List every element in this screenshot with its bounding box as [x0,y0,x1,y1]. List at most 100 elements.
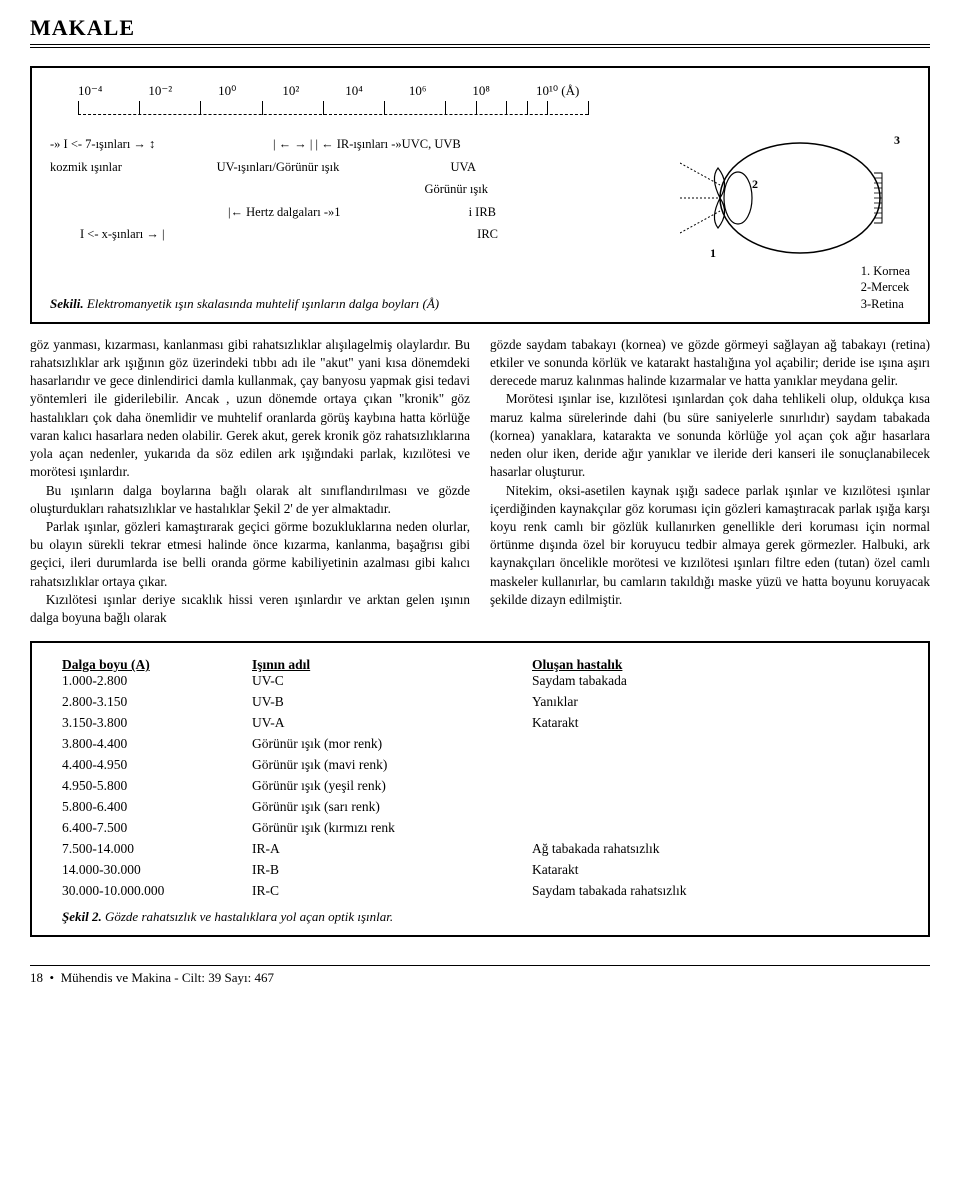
table-cell [532,799,908,815]
scale-val: 10¹⁰ (Å) [536,83,579,99]
table-cell: Saydam tabakada [532,673,908,689]
scale-tick [506,101,507,115]
figure-1-box: 10⁻⁴ 10⁻² 10⁰ 10² 10⁴ 10⁶ 10⁸ 10¹⁰ (Å) -… [30,66,930,324]
scale-tick [476,101,477,115]
table-cell [532,820,908,836]
page-title: MAKALE [30,15,930,41]
table-cell: IR-C [252,883,532,899]
table-cell: 4.950-5.800 [62,778,252,794]
scale-tick [139,101,140,115]
table-cell: 30.000-10.000.000 [62,883,252,899]
scale-tick [262,101,263,115]
scale-val: 10⁻⁴ [78,83,102,99]
uv-vis-label: UV-ışınları/Görünür ışık [188,156,368,179]
scale-val: 10⁰ [218,83,236,99]
wavelength-table: Dalga boyu (A) Işının adıl Oluşan hastal… [62,657,908,673]
scale-val: 10² [282,83,299,99]
eye-diagram: 1 2 3 [680,133,910,263]
body-p2: Bu ışınların dalga boylarına bağlı olara… [30,482,470,518]
scale-tick [323,101,324,115]
scale-tick [445,101,446,115]
eye-num-2: 2 [752,177,758,192]
table-cell: UV-A [252,715,532,731]
figure-1-caption-text: Elektromanyetik ışın skalasında muhtelif… [87,296,439,311]
table-cell [532,778,908,794]
cosmic-label: kozmik ışınlar [50,156,180,179]
table-cell: 1.000-2.800 [62,673,252,689]
body-p4: Kızılötesi ışınlar deriye sıcaklık hissi… [30,591,470,627]
body-p5: gözde saydam tabakayı (kornea) ve gözde … [490,336,930,391]
table-cell: 5.800-6.400 [62,799,252,815]
table-cell: 6.400-7.500 [62,820,252,836]
scale-tick [527,101,528,115]
table-cell: Görünür ışık (kırmızı renk [252,820,532,836]
footer-journal: Mühendis ve Makina - Cilt: 39 Sayı: 467 [61,970,274,985]
eye-legend-3: 3-Retina [861,296,910,312]
scale-tick [547,101,548,115]
uva-label: UVA [376,156,476,179]
eye-num-3: 3 [894,133,900,148]
table-cell: 7.500-14.000 [62,841,252,857]
gamma-label: -» I <- 7-ışınları → ↕ [50,133,265,156]
table-cell: IR-B [252,862,532,878]
scale-tick [78,101,79,115]
ir-label: | ← → | | ← IR-ışınları -»UVC, UVB [273,133,493,156]
page-header: MAKALE [30,15,930,48]
scale-tick-row [78,105,588,115]
table-cell: 2.800-3.150 [62,694,252,710]
table-cell: Görünür ışık (sarı renk) [252,799,532,815]
figure-2-box: Dalga boyu (A) Işının adıl Oluşan hastal… [30,641,930,937]
table-cell: Yanıklar [532,694,908,710]
spectrum-area: -» I <- 7-ışınları → ↕ | ← → | | ← IR-ış… [50,133,910,263]
scale-values-row: 10⁻⁴ 10⁻² 10⁰ 10² 10⁴ 10⁶ 10⁸ 10¹⁰ (Å) [50,83,910,99]
table-cell: 3.150-3.800 [62,715,252,731]
table-cell: Görünür ışık (mavi renk) [252,757,532,773]
figure-1-caption-label: Sekili. [50,296,84,311]
table-cell: UV-B [252,694,532,710]
scale-tick [200,101,201,115]
footer-page: 18 [30,970,43,985]
table-cell: Görünür ışık (mor renk) [252,736,532,752]
table-cell: 4.400-4.950 [62,757,252,773]
table-cell: 3.800-4.400 [62,736,252,752]
table-hdr-2: Işının adıl [252,657,532,673]
scale-val: 10⁻² [148,83,172,99]
table-cell [532,736,908,752]
table-cell: 14.000-30.000 [62,862,252,878]
body-p1: göz yanması, kızarması, kanlanması gibi … [30,336,470,482]
eye-legend-1: 1. Kornea [861,263,910,279]
table-cell [532,757,908,773]
table-hdr-1: Dalga boyu (A) [62,657,252,673]
table-cell: Saydam tabakada rahatsızlık [532,883,908,899]
eye-num-1: 1 [710,246,716,261]
figure-2-caption: Şekil 2. Gözde rahatsızlık ve hastalıkla… [62,909,908,925]
spectrum-labels-left: -» I <- 7-ışınları → ↕ | ← → | | ← IR-ış… [50,133,670,246]
figure-2-caption-text: Gözde rahatsızlık ve hastalıklara yol aç… [105,909,393,924]
eye-svg [680,133,910,263]
eye-legend: 1. Kornea 2-Mercek 3-Retina [861,263,910,312]
table-cell: IR-A [252,841,532,857]
hertz-label: |← Hertz dalgaları -»1 [228,201,398,224]
table-hdr-3: Oluşan hastalık [532,657,908,673]
body-p3: Parlak ışınlar, gözleri kamaştırarak geç… [30,518,470,591]
table-cell: Ağ tabakada rahatsızlık [532,841,908,857]
body-p6: Morötesi ışınlar ise, kızılötesi ışınlar… [490,390,930,481]
scale-val: 10⁸ [472,83,490,99]
page-footer: 18 • Mühendis ve Makina - Cilt: 39 Sayı:… [30,965,930,986]
figure-2-caption-label: Şekil 2. [62,909,102,924]
irb-label: i IRB [406,201,496,224]
scale-tick [588,101,589,115]
table-cell: Görünür ışık (yeşil renk) [252,778,532,794]
gorunur-label: Görünür ışık [368,178,488,201]
table-cell: Katarakt [532,862,908,878]
scale-tick [384,101,385,115]
figure-1-caption: Sekili. Elektromanyetik ışın skalasında … [50,296,439,312]
body-p7: Nitekim, oksi-asetilen kaynak ışığı sade… [490,482,930,610]
table-cell: Katarakt [532,715,908,731]
xrays-label: I <- x-şınları → | [80,223,240,246]
scale-val: 10⁶ [409,83,427,99]
eye-legend-2: 2-Mercek [861,279,910,295]
irc-label: IRC [248,223,498,246]
table-cell: UV-C [252,673,532,689]
scale-val: 10⁴ [345,83,363,99]
